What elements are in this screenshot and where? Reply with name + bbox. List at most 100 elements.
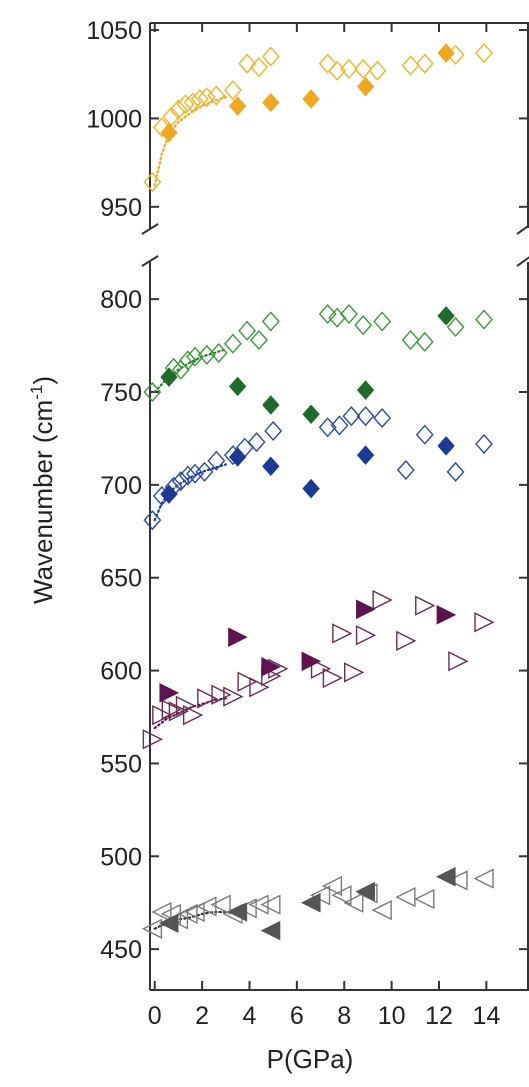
data-point-diamond bbox=[238, 53, 257, 74]
data-point-diamond bbox=[207, 85, 226, 106]
data-point-triangle-left bbox=[151, 901, 172, 923]
y-tick-label: 600 bbox=[100, 658, 142, 686]
data-point-diamond bbox=[475, 42, 493, 64]
data-point-diamond bbox=[160, 122, 178, 143]
data-point-diamond bbox=[228, 96, 247, 116]
data-point-diamond bbox=[190, 88, 209, 110]
data-point-triangle-left bbox=[473, 868, 494, 889]
data-point-diamond bbox=[262, 395, 280, 415]
data-point-diamond bbox=[247, 432, 266, 453]
series-7 bbox=[159, 599, 457, 703]
data-point-triangle-right bbox=[142, 729, 163, 750]
data-point-triangle-left bbox=[141, 918, 163, 939]
data-point-diamond bbox=[238, 320, 257, 341]
data-point-diamond bbox=[475, 309, 493, 330]
data-point-diamond bbox=[207, 450, 226, 471]
data-point-diamond bbox=[330, 415, 349, 436]
data-point-diamond bbox=[223, 333, 242, 354]
series-2 bbox=[143, 303, 493, 403]
data-point-triangle-right bbox=[310, 658, 332, 679]
x-tick-label: 6 bbox=[290, 1002, 304, 1030]
data-point-diamond bbox=[195, 461, 214, 482]
data-point-triangle-right bbox=[396, 630, 417, 651]
data-point-triangle-right bbox=[322, 667, 343, 689]
y-tick-label: 1000 bbox=[86, 105, 142, 133]
axis-break-mark-right bbox=[516, 224, 529, 235]
data-point-diamond bbox=[354, 58, 373, 80]
x-tick-label: 14 bbox=[472, 1002, 500, 1030]
data-point-diamond bbox=[178, 465, 197, 486]
series-0 bbox=[143, 42, 493, 193]
data-point-diamond bbox=[415, 53, 434, 74]
data-point-triangle-left bbox=[260, 894, 281, 915]
y-tick-label: 550 bbox=[100, 750, 142, 778]
series-9 bbox=[158, 866, 456, 941]
data-point-triangle-left bbox=[300, 892, 321, 913]
series-4 bbox=[143, 406, 493, 531]
data-point-diamond bbox=[228, 376, 247, 397]
data-point-triangle-right bbox=[415, 595, 436, 616]
x-tick-label: 10 bbox=[378, 1002, 406, 1030]
data-point-triangle-right bbox=[301, 651, 322, 672]
data-point-diamond bbox=[401, 55, 420, 76]
data-point-diamond bbox=[356, 445, 375, 465]
data-point-diamond bbox=[143, 171, 162, 193]
data-point-diamond bbox=[373, 407, 392, 429]
data-point-triangle-right bbox=[355, 625, 377, 646]
y-axis-title-exponent: -1 bbox=[27, 385, 46, 400]
data-point-diamond bbox=[223, 80, 242, 101]
data-point-diamond bbox=[250, 57, 268, 78]
data-point-triangle-right bbox=[211, 684, 232, 705]
data-point-diamond bbox=[169, 99, 188, 120]
data-point-triangle-left bbox=[260, 920, 281, 941]
y-tick-label: 800 bbox=[100, 286, 142, 314]
data-point-triangle-left bbox=[248, 894, 269, 915]
data-point-diamond bbox=[415, 331, 434, 352]
data-point-triangle-left bbox=[343, 892, 364, 913]
data-point-triangle-right bbox=[237, 671, 258, 692]
fit-curves bbox=[153, 96, 227, 930]
data-point-diamond bbox=[446, 316, 465, 338]
data-point-diamond bbox=[262, 92, 280, 113]
data-point-triangle-right bbox=[474, 612, 495, 633]
axis-break-mark bbox=[141, 223, 159, 235]
fit-curve bbox=[153, 96, 227, 187]
y-axis-title-main: Wavenumber (cm bbox=[28, 400, 58, 604]
data-point-triangle-right bbox=[332, 623, 353, 644]
data-point-diamond bbox=[152, 117, 171, 138]
data-point-triangle-left bbox=[158, 913, 179, 933]
data-point-diamond bbox=[356, 406, 375, 427]
data-point-diamond bbox=[186, 463, 204, 484]
data-point-triangle-right bbox=[175, 695, 197, 716]
data-point-diamond bbox=[197, 87, 216, 108]
data-point-diamond bbox=[160, 367, 178, 387]
data-point-triangle-right bbox=[182, 705, 204, 726]
data-point-diamond bbox=[183, 92, 202, 113]
data-point-diamond bbox=[318, 53, 337, 74]
data-point-triangle-right bbox=[228, 627, 248, 647]
series-3 bbox=[160, 306, 455, 425]
data-point-diamond bbox=[262, 456, 280, 477]
data-point-triangle-left bbox=[177, 903, 198, 924]
data-point-diamond bbox=[373, 311, 392, 332]
y-tick-label: 950 bbox=[100, 194, 142, 222]
data-point-triangle-left bbox=[184, 901, 205, 923]
data-point-triangle-left bbox=[435, 866, 456, 887]
data-point-diamond bbox=[401, 329, 420, 351]
y-tick-label: 450 bbox=[100, 936, 142, 964]
data-point-diamond bbox=[340, 303, 358, 325]
data-point-triangle-left bbox=[371, 900, 392, 921]
x-tick-label: 12 bbox=[425, 1002, 453, 1030]
data-points bbox=[141, 42, 495, 941]
tick-labels: 950 1000 1050 450 500 550 600 650 700 750 800 0 2 4 6 8… bbox=[86, 17, 500, 1030]
axis-break-mark bbox=[141, 255, 159, 267]
data-point-triangle-right bbox=[356, 599, 376, 620]
data-point-triangle-left bbox=[447, 870, 468, 891]
data-point-triangle-left bbox=[321, 875, 343, 897]
y-tick-label: 1050 bbox=[86, 17, 142, 45]
data-point-diamond bbox=[302, 89, 320, 109]
data-point-triangle-left bbox=[414, 888, 435, 910]
data-point-diamond bbox=[437, 43, 455, 63]
data-point-triangle-right bbox=[249, 677, 270, 698]
